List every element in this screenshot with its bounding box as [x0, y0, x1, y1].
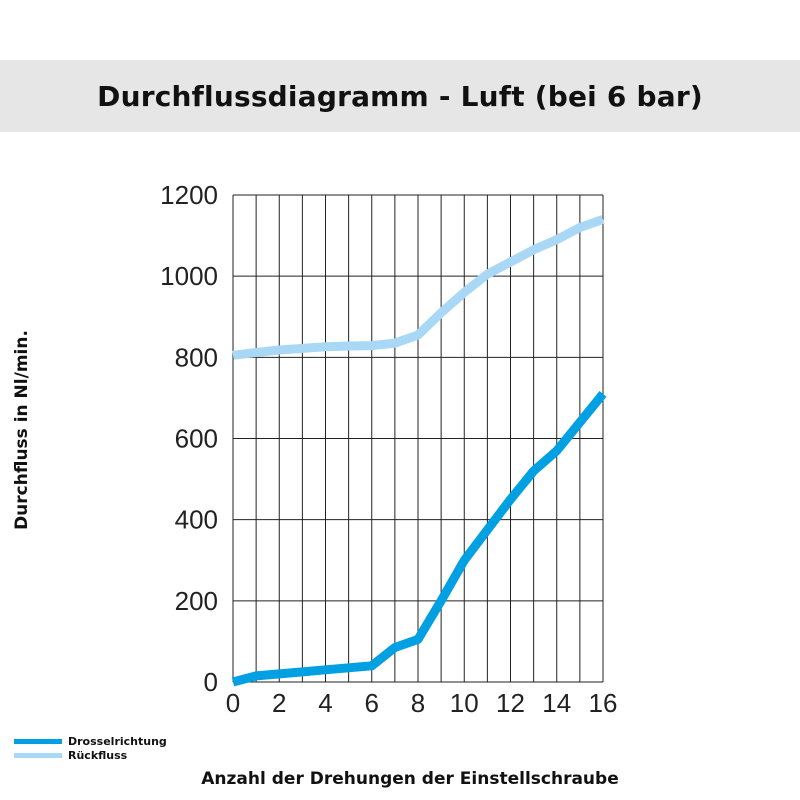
series-line-rueckfluss	[232, 215, 605, 360]
y-tick-label: 0	[204, 667, 218, 697]
legend: Drosselrichtung Rückfluss	[14, 734, 167, 762]
y-tick-label: 400	[175, 505, 218, 535]
legend-swatch-drosselrichtung	[14, 738, 62, 744]
legend-label-drosselrichtung: Drosselrichtung	[68, 734, 167, 748]
legend-item-drosselrichtung: Drosselrichtung	[14, 734, 167, 748]
y-tick-label: 200	[175, 586, 218, 616]
y-tick-label: 600	[175, 424, 218, 454]
series-line-drosselrichtung	[231, 391, 607, 687]
x-tick-label: 10	[450, 688, 479, 718]
legend-swatch-rueckfluss	[14, 752, 62, 758]
title-bar: Durchflussdiagramm - Luft (bei 6 bar)	[0, 60, 800, 132]
x-axis-label: Anzahl der Drehungen der Einstellschraub…	[201, 769, 619, 789]
x-tick-label: 4	[318, 688, 332, 718]
y-tick-label: 1200	[160, 180, 218, 210]
y-tick-label: 1000	[160, 261, 218, 291]
x-tick-label: 14	[542, 688, 571, 718]
x-tick-label: 12	[496, 688, 525, 718]
x-tick-label: 2	[272, 688, 286, 718]
x-tick-label: 6	[365, 688, 379, 718]
x-tick-label: 8	[411, 688, 425, 718]
chart-title: Durchflussdiagramm - Luft (bei 6 bar)	[97, 79, 703, 113]
legend-label-rueckfluss: Rückfluss	[68, 748, 128, 762]
legend-item-rueckfluss: Rückfluss	[14, 748, 167, 762]
y-axis-label: Durchfluss in Nl/min.	[12, 330, 32, 530]
x-tick-label: 0	[226, 688, 240, 718]
x-tick-label: 16	[589, 688, 618, 718]
y-tick-label: 800	[175, 342, 218, 372]
